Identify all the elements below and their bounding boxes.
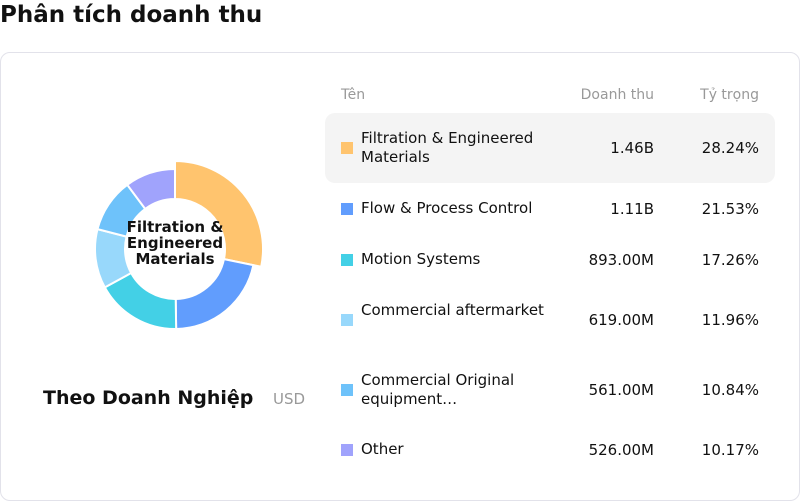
segment-name: Filtration & Engineered Materials	[361, 129, 534, 166]
segment-share: 10.84%	[701, 381, 759, 399]
segment-share: 11.96%	[701, 311, 759, 329]
legend-row[interactable]: Flow & Process Control 1.11B 21.53%	[325, 188, 775, 230]
currency-unit: USD	[273, 390, 306, 408]
segment-name: Other	[361, 440, 404, 458]
legend-row[interactable]: Motion Systems 893.00M 17.26%	[325, 239, 775, 281]
donut-slice[interactable]	[174, 159, 264, 268]
donut-center-label: Filtration & Engineered Materials	[126, 218, 224, 268]
segment-share: 10.17%	[701, 441, 759, 459]
legend-row[interactable]: Filtration & Engineered Materials 1.46B …	[325, 113, 775, 183]
header-name: Tên	[341, 87, 366, 103]
donut-chart	[94, 159, 264, 331]
chart-subtitle: Theo Doanh Nghiệp	[43, 387, 254, 409]
page-title: Phân tích doanh thu	[0, 2, 263, 28]
legend-swatch	[341, 142, 353, 154]
legend-swatch	[341, 203, 353, 215]
legend-swatch	[341, 384, 353, 396]
segment-name: Commercial Original equipment…	[361, 371, 515, 408]
donut-slice[interactable]	[174, 257, 255, 331]
header-share: Tỷ trọng	[700, 87, 759, 103]
legend-swatch	[341, 254, 353, 266]
segment-revenue: 1.46B	[610, 139, 654, 157]
segment-share: 21.53%	[701, 200, 759, 218]
legend-swatch	[341, 314, 353, 326]
legend-row[interactable]: Commercial aftermarket 619.00M 11.96%	[325, 290, 775, 350]
segment-share: 28.24%	[701, 139, 759, 157]
segment-revenue: 619.00M	[588, 311, 654, 329]
segment-revenue: 526.00M	[588, 441, 654, 459]
legend-row[interactable]: Commercial Original equipment… 561.00M 1…	[325, 360, 775, 420]
donut-slice[interactable]	[125, 167, 176, 211]
segment-revenue: 1.11B	[610, 200, 654, 218]
segment-share: 17.26%	[701, 251, 759, 269]
legend-swatch	[341, 444, 353, 456]
segment-revenue: 561.00M	[588, 381, 654, 399]
segment-name: Motion Systems	[361, 250, 481, 268]
legend-row[interactable]: Other 526.00M 10.17%	[325, 425, 775, 475]
segment-name: Flow & Process Control	[361, 199, 533, 217]
header-revenue: Doanh thu	[580, 87, 654, 103]
segment-revenue: 893.00M	[588, 251, 654, 269]
segment-name: Commercial aftermarket	[361, 301, 544, 319]
